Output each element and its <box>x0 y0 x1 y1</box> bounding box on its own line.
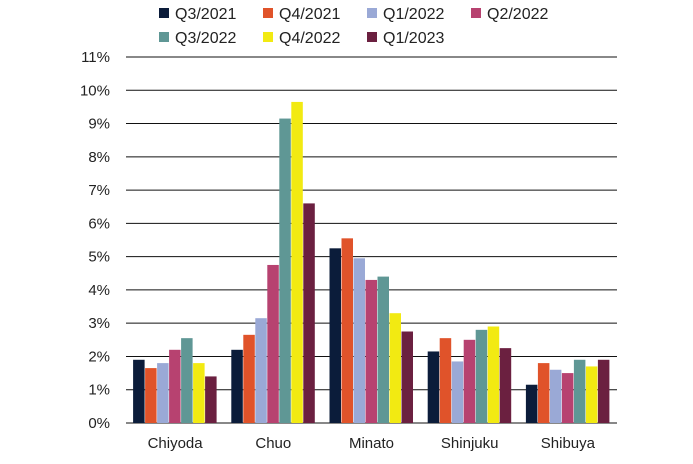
bar <box>561 373 574 423</box>
legend-swatch <box>159 32 169 42</box>
bar <box>341 238 353 423</box>
bar <box>181 338 193 423</box>
legend-label: Q3/2021 <box>175 6 236 23</box>
legend-swatch <box>367 32 377 42</box>
y-tick-label: 0% <box>88 415 110 432</box>
legend: Q3/2021 Q4/2021 Q1/2022 Q2/2022 Q3/2022 Q4/20… <box>159 6 548 47</box>
bar <box>303 203 315 423</box>
y-tick-label: 8% <box>88 149 110 166</box>
bar <box>205 376 217 423</box>
y-tick-label: 4% <box>88 282 110 299</box>
y-tick-label: 1% <box>88 382 110 399</box>
x-category-label: Chiyoda <box>148 435 204 452</box>
y-tick-label: 5% <box>88 249 110 266</box>
bar <box>487 326 500 423</box>
x-category-label: Shibuya <box>541 435 596 452</box>
bar <box>597 359 610 423</box>
bar <box>267 264 279 423</box>
bar <box>549 369 562 423</box>
legend-swatch <box>263 32 273 42</box>
bar <box>243 334 255 423</box>
bar <box>157 363 169 423</box>
legend-label: Q2/2022 <box>487 6 548 23</box>
bar <box>439 338 452 423</box>
bar <box>499 348 512 423</box>
bar <box>291 101 303 423</box>
bar <box>585 366 598 423</box>
bar <box>279 118 291 424</box>
bar <box>401 331 413 423</box>
bar <box>525 384 538 423</box>
x-category-label: Shinjuku <box>441 435 499 452</box>
bar <box>133 359 145 423</box>
legend-swatch <box>159 8 169 18</box>
bar <box>169 349 181 423</box>
x-category-label: Chuo <box>255 435 291 452</box>
bar <box>353 258 365 423</box>
legend-label: Q1/2023 <box>383 30 444 47</box>
y-tick-label: 9% <box>88 116 110 133</box>
x-axis-categories: Chiyoda Chuo Minato Shinjuku Shibuya <box>148 435 596 452</box>
legend-swatch <box>263 8 273 18</box>
y-tick-label: 2% <box>88 348 110 365</box>
y-tick-label: 3% <box>88 315 110 332</box>
bar <box>231 349 243 423</box>
legend-label: Q4/2021 <box>279 6 340 23</box>
bars <box>133 101 610 424</box>
x-category-label: Minato <box>349 435 394 452</box>
bar <box>451 361 464 423</box>
y-tick-label: 10% <box>80 82 110 99</box>
y-tick-label: 6% <box>88 215 110 232</box>
legend-swatch <box>367 8 377 18</box>
legend-swatch <box>471 8 481 18</box>
bar <box>573 359 586 423</box>
legend-label: Q3/2022 <box>175 30 236 47</box>
bar <box>329 248 341 423</box>
bar <box>365 279 377 423</box>
bar <box>537 363 550 423</box>
bar <box>193 363 205 423</box>
y-tick-label: 11% <box>81 49 110 66</box>
legend-label: Q4/2022 <box>279 30 340 47</box>
bar <box>463 339 476 423</box>
bar <box>255 318 267 423</box>
y-axis-ticks: 0% 1% 2% 3% 4% 5% 6% 7% 8% 9% 10% 11% <box>80 49 110 432</box>
bar <box>427 351 440 423</box>
bar <box>145 368 157 423</box>
y-tick-label: 7% <box>88 182 110 199</box>
bar <box>377 276 389 423</box>
legend-label: Q1/2022 <box>383 6 444 23</box>
bar <box>475 329 488 423</box>
bar <box>389 313 401 423</box>
